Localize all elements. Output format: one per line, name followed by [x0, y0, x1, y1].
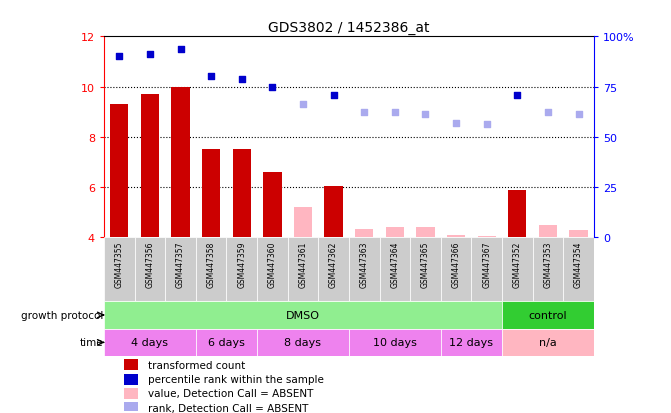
Point	[328, 93, 339, 100]
Text: GSM447366: GSM447366	[452, 241, 460, 287]
Text: GSM447358: GSM447358	[207, 241, 215, 287]
Text: GSM447362: GSM447362	[329, 241, 338, 287]
Text: GSM447357: GSM447357	[176, 241, 185, 287]
Text: GSM447367: GSM447367	[482, 241, 491, 287]
Text: GSM447360: GSM447360	[268, 241, 277, 287]
Bar	[355, 229, 373, 238]
Text: value, Detection Call = ABSENT: value, Detection Call = ABSENT	[148, 389, 313, 399]
Text: 4 days: 4 days	[132, 337, 168, 348]
Point	[389, 109, 400, 116]
Bar	[410, 238, 441, 301]
Point	[298, 102, 309, 108]
Bar	[441, 238, 471, 301]
Bar	[349, 238, 380, 301]
Text: 8 days: 8 days	[285, 337, 321, 348]
Text: DMSO: DMSO	[286, 310, 320, 320]
Bar	[110, 105, 129, 238]
Bar	[380, 238, 410, 301]
Point	[267, 84, 278, 90]
Text: GSM447363: GSM447363	[360, 241, 369, 287]
Text: GSM447352: GSM447352	[513, 241, 522, 287]
Point	[144, 51, 155, 58]
Text: GSM447361: GSM447361	[299, 241, 307, 287]
Bar	[288, 238, 318, 301]
Bar	[471, 238, 502, 301]
Text: growth protocol: growth protocol	[21, 310, 103, 320]
Text: n/a: n/a	[539, 337, 557, 348]
Text: GSM447354: GSM447354	[574, 241, 583, 287]
Text: rank, Detection Call = ABSENT: rank, Detection Call = ABSENT	[148, 403, 309, 413]
Text: percentile rank within the sample: percentile rank within the sample	[148, 374, 324, 384]
Bar	[135, 238, 165, 301]
Text: 6 days: 6 days	[208, 337, 245, 348]
Point	[543, 109, 554, 116]
Point	[420, 112, 431, 118]
Text: GSM447355: GSM447355	[115, 241, 124, 287]
Bar	[123, 374, 138, 385]
Bar	[104, 301, 502, 329]
Bar	[257, 238, 288, 301]
Point	[206, 74, 217, 81]
Bar	[123, 360, 138, 370]
Bar	[478, 237, 496, 238]
Bar	[416, 228, 435, 238]
Text: GSM447364: GSM447364	[391, 241, 399, 287]
Bar	[349, 329, 441, 356]
Point	[175, 46, 186, 53]
Point	[359, 109, 370, 116]
Bar	[502, 301, 594, 329]
Bar	[141, 95, 159, 238]
Text: control: control	[529, 310, 567, 320]
Bar	[165, 238, 196, 301]
Bar	[171, 87, 190, 238]
Bar	[502, 238, 533, 301]
Bar	[539, 225, 557, 238]
Text: GSM447353: GSM447353	[544, 241, 552, 287]
Bar	[104, 329, 196, 356]
Bar	[294, 208, 312, 238]
Bar	[257, 329, 349, 356]
Bar	[104, 238, 135, 301]
Point	[512, 93, 523, 100]
Bar	[196, 329, 257, 356]
Bar	[533, 238, 563, 301]
Bar	[123, 402, 138, 413]
Text: GSM447359: GSM447359	[238, 241, 246, 287]
Bar	[325, 186, 343, 238]
Point	[481, 121, 492, 128]
Point	[451, 120, 462, 127]
Bar	[123, 388, 138, 399]
Bar	[508, 190, 527, 238]
Bar	[563, 238, 594, 301]
Bar	[569, 230, 588, 238]
Bar	[386, 228, 404, 238]
Bar	[202, 150, 220, 238]
Bar	[318, 238, 349, 301]
Text: 10 days: 10 days	[373, 337, 417, 348]
Bar	[233, 150, 251, 238]
Bar	[196, 238, 226, 301]
Bar	[227, 238, 257, 301]
Text: transformed count: transformed count	[148, 360, 246, 370]
Bar	[447, 235, 465, 238]
Point	[114, 54, 125, 61]
Bar	[502, 329, 594, 356]
Point	[573, 112, 584, 118]
Point	[236, 76, 247, 83]
Text: time: time	[80, 337, 103, 348]
Bar	[263, 173, 282, 238]
Bar	[441, 329, 502, 356]
Text: GSM447356: GSM447356	[146, 241, 154, 287]
Title: GDS3802 / 1452386_at: GDS3802 / 1452386_at	[268, 21, 429, 35]
Text: 12 days: 12 days	[450, 337, 493, 348]
Text: GSM447365: GSM447365	[421, 241, 430, 287]
